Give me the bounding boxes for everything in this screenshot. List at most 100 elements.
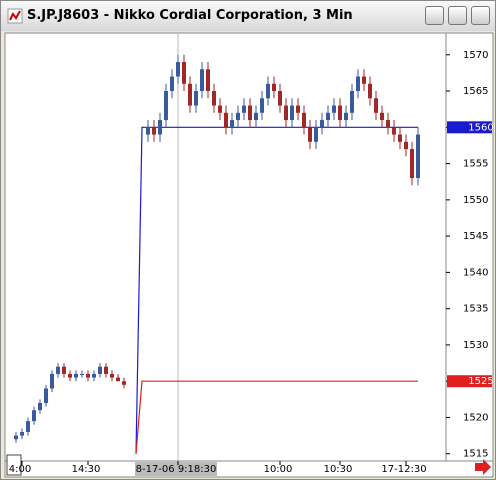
candle-body — [44, 388, 48, 403]
minimize-button[interactable] — [425, 6, 444, 25]
candle-body — [266, 83, 270, 99]
candle-body — [104, 366, 108, 374]
level-line — [135, 126, 418, 454]
candle-body — [194, 91, 198, 106]
candle-body — [86, 373, 90, 378]
candle-body — [152, 127, 156, 135]
maximize-button[interactable] — [448, 6, 467, 25]
y-tick-label: 1530 — [463, 340, 488, 351]
candle-body — [410, 149, 414, 179]
candle-body — [242, 105, 246, 113]
candle-body — [50, 373, 54, 389]
candle-body — [158, 120, 162, 135]
x-tick-label: 14:30 — [72, 464, 101, 475]
candle-body — [80, 373, 84, 375]
candle-body — [110, 373, 114, 378]
candle-body — [230, 120, 234, 128]
candle-body — [356, 76, 360, 92]
candle-body — [164, 91, 168, 121]
candle-body — [92, 373, 96, 378]
candle-body — [32, 410, 36, 422]
candle-body — [278, 91, 282, 106]
candle-body — [296, 105, 300, 113]
level-marker-label: 1525 — [468, 376, 493, 387]
x-tick-label: 10:30 — [324, 464, 353, 475]
candle-body — [248, 105, 252, 121]
candle-body — [362, 76, 366, 84]
candle-body — [62, 366, 66, 374]
candle-body — [26, 421, 30, 432]
y-tick-label: 1545 — [463, 231, 488, 242]
candle-body — [338, 105, 342, 121]
candle-body — [398, 134, 402, 142]
candle-body — [188, 83, 192, 106]
candle-body — [260, 98, 264, 113]
candle-body — [416, 134, 420, 179]
level-marker-box — [447, 375, 492, 388]
y-tick-label: 1540 — [463, 267, 488, 278]
candle-body — [350, 91, 354, 113]
candle-body — [284, 105, 288, 121]
candle-body — [374, 98, 378, 113]
y-tick-label: 1570 — [463, 50, 488, 61]
candle-body — [404, 141, 408, 150]
candle-body — [116, 377, 120, 382]
candle-body — [326, 112, 330, 121]
candle-body — [20, 431, 24, 436]
candle-body — [368, 83, 372, 99]
x-tick-label: 4:00 — [9, 464, 31, 475]
candle-body — [302, 112, 306, 128]
candle-body — [206, 69, 210, 92]
chart: 1515 1520 1525 1530 1535 1540 1545 1550 1555 1560… — [4, 32, 494, 478]
close-button[interactable] — [471, 6, 490, 25]
crosshair-time-box — [135, 462, 217, 476]
candle-body — [272, 83, 276, 92]
candle-body — [68, 373, 72, 378]
candle-body — [332, 105, 336, 113]
plot-area — [4, 32, 447, 462]
x-tick-label: 10:00 — [264, 464, 293, 475]
level-marker-label: 1560 — [468, 122, 493, 133]
candle-body — [56, 366, 60, 374]
price-axis — [445, 32, 494, 462]
candle-body — [314, 127, 318, 142]
candle-body — [14, 435, 18, 440]
candle-body — [386, 120, 390, 128]
candle-body — [236, 112, 240, 121]
candle-body — [218, 105, 222, 113]
x-tick-label: 8-17-06 9:18:30 — [136, 464, 217, 475]
app-icon — [7, 8, 23, 24]
candle-body — [200, 69, 204, 92]
candle-body — [38, 402, 42, 411]
candle-body — [380, 112, 384, 121]
candle-body — [320, 120, 324, 128]
candle-body — [344, 112, 348, 121]
candle-body — [212, 91, 216, 106]
candle-body — [170, 76, 174, 92]
candle-body — [182, 62, 186, 84]
candle-body — [290, 105, 294, 121]
x-tick-label: 17-12:30 — [381, 464, 426, 475]
y-tick-label: 1565 — [463, 86, 488, 97]
candle-body — [224, 112, 228, 128]
y-tick-label: 1555 — [463, 159, 488, 170]
scroll-arrow[interactable] — [475, 459, 491, 475]
title-bar: S.JP.J8603 - Nikko Cordial Corporation, … — [1, 1, 495, 31]
y-tick-label: 1520 — [463, 412, 488, 423]
window-title: S.JP.J8603 - Nikko Cordial Corporation, … — [27, 8, 353, 23]
candle-body — [146, 127, 150, 135]
level-marker-box — [447, 121, 492, 134]
candle-body — [122, 381, 126, 385]
y-tick-label: 1515 — [463, 449, 488, 460]
scroll-box[interactable] — [6, 454, 22, 476]
candle-body — [308, 127, 312, 142]
time-axis — [4, 460, 494, 478]
y-tick-label: 1550 — [463, 195, 488, 206]
candle-body — [176, 62, 180, 77]
level-line — [135, 380, 418, 454]
y-tick-label: 1535 — [463, 304, 488, 315]
candle-body — [254, 112, 258, 121]
candle-body — [74, 373, 78, 378]
candle-body — [98, 366, 102, 374]
